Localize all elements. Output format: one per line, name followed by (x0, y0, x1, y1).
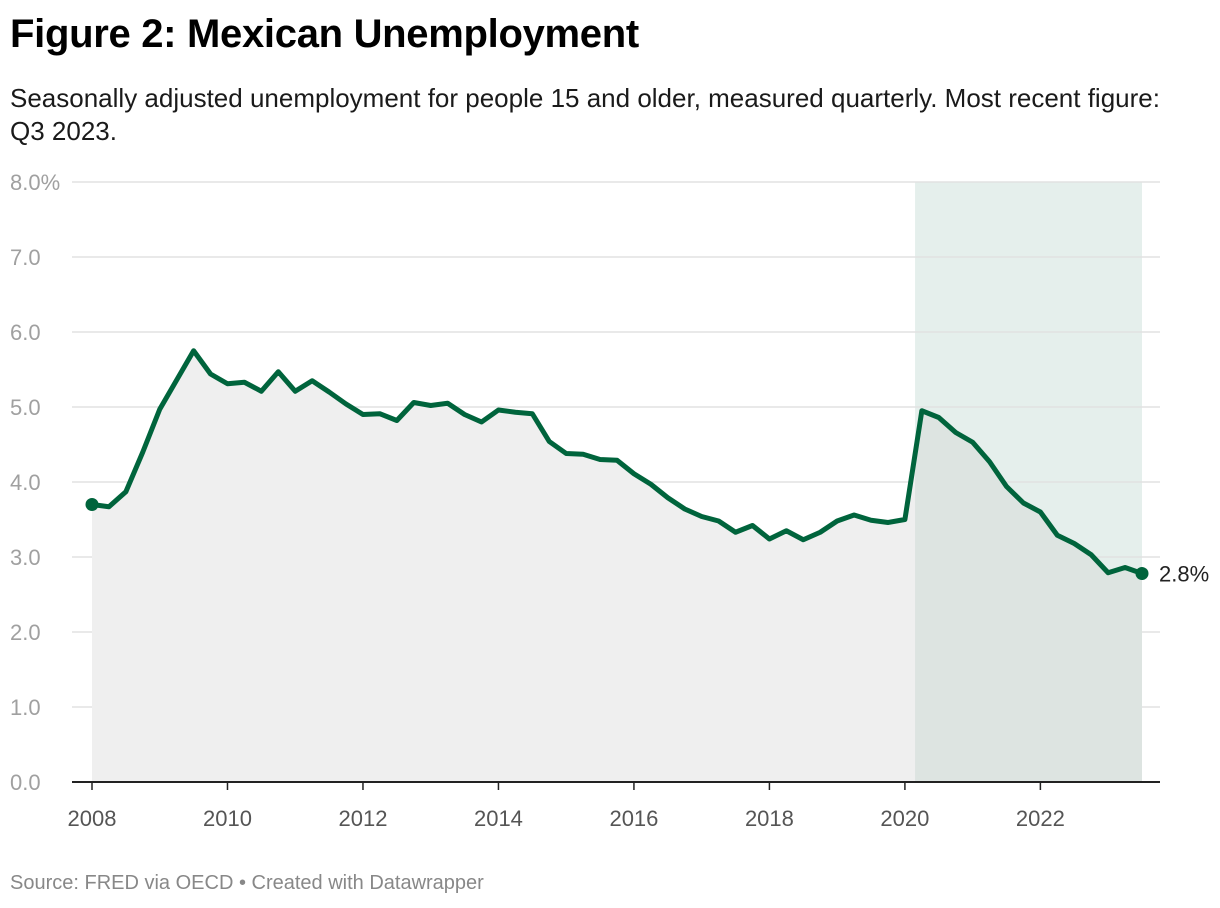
label-group: 2.8% (1159, 562, 1209, 587)
y-tick-label: 7.0 (10, 245, 41, 270)
x-tick-label: 2012 (338, 806, 387, 831)
x-tick-label: 2008 (68, 806, 117, 831)
y-tick-label: 0.0 (10, 770, 41, 795)
y-tick-label: 6.0 (10, 320, 41, 345)
area-fill (92, 350, 1142, 782)
line-chart: 0.0 1.0 2.0 3.0 4.0 5.0 6.0 7.0 8.0% 2008 2010 201… (10, 170, 1209, 831)
end-point (1135, 567, 1149, 580)
x-tick-label: 2020 (880, 806, 929, 831)
area-fill-highlight (915, 410, 1142, 782)
y-tick-label: 8.0% (10, 170, 60, 195)
x-tick-label: 2014 (474, 806, 523, 831)
area-fill-group (92, 350, 1142, 782)
x-tick-label: 2016 (609, 806, 658, 831)
unemployment-line (89, 348, 1145, 576)
end-value-label: 2.8% (1159, 562, 1209, 587)
x-tick-label: 2018 (745, 806, 794, 831)
y-tick-label: 5.0 (10, 395, 41, 420)
x-tick-label: 2010 (203, 806, 252, 831)
series-line-group (85, 348, 1149, 580)
axis-group: 2008 2010 2012 2014 2016 2018 2020 2022 (68, 781, 1160, 831)
source-note: Source: FRED via OECD • Created with Dat… (10, 872, 484, 894)
y-tick-label: 3.0 (10, 545, 41, 570)
chart-title: Figure 2: Mexican Unemployment (10, 12, 639, 56)
y-tick-label: 2.0 (10, 620, 41, 645)
chart-subtitle: Seasonally adjusted unemployment for peo… (10, 83, 1160, 146)
y-tick-label: 1.0 (10, 695, 41, 720)
x-tick-label: 2022 (1016, 806, 1065, 831)
start-point (85, 498, 99, 511)
y-tick-label: 4.0 (10, 470, 41, 495)
